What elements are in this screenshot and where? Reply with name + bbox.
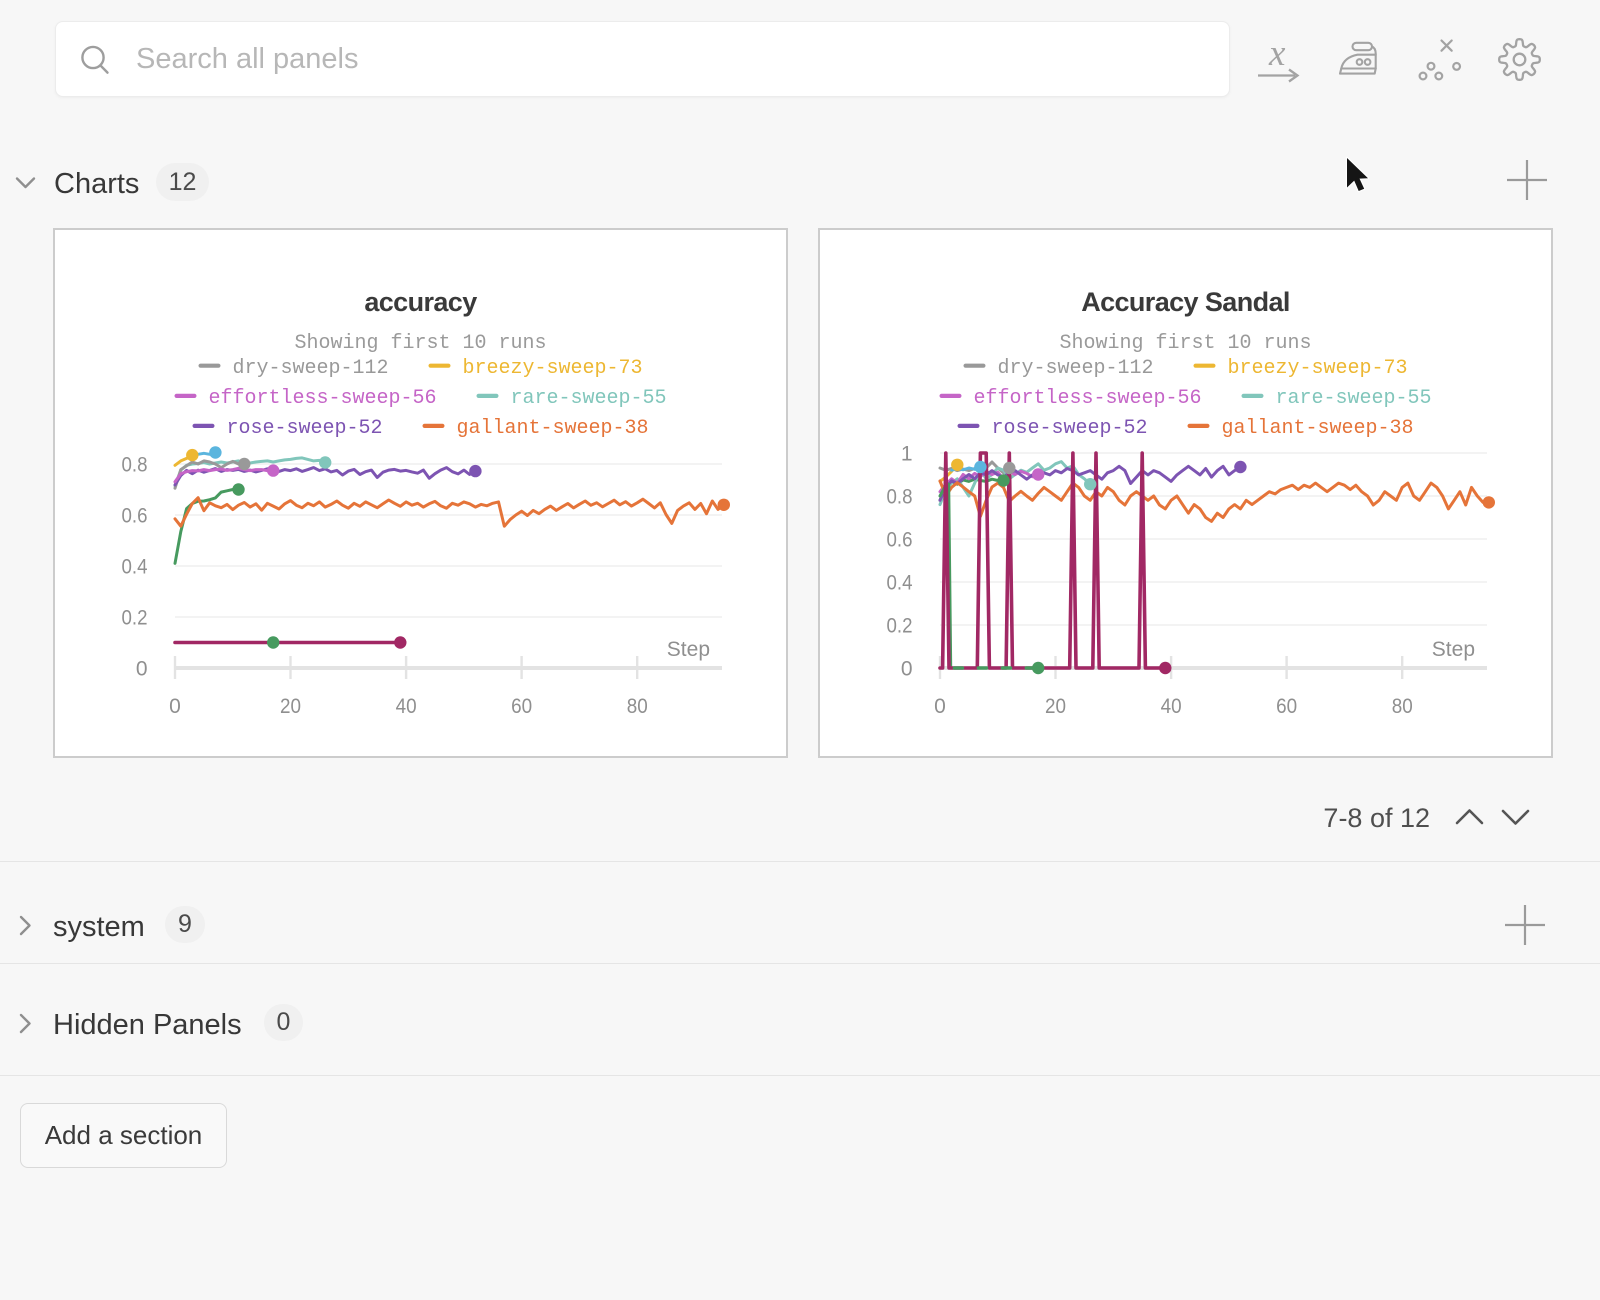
svg-text:gallant-sweep-38: gallant-sweep-38	[457, 417, 649, 440]
svg-text:Showing first 10 runs: Showing first 10 runs	[1059, 332, 1311, 355]
svg-text:x: x	[1268, 33, 1286, 74]
svg-text:0: 0	[901, 657, 913, 680]
svg-text:0.2: 0.2	[122, 606, 148, 629]
svg-text:accuracy: accuracy	[364, 287, 477, 317]
svg-text:20: 20	[280, 695, 301, 718]
svg-text:20: 20	[1045, 695, 1066, 718]
svg-text:Step: Step	[667, 638, 710, 661]
svg-text:40: 40	[1161, 695, 1182, 718]
svg-text:gallant-sweep-38: gallant-sweep-38	[1222, 417, 1414, 440]
svg-text:0.6: 0.6	[122, 504, 148, 527]
svg-text:0.8: 0.8	[122, 453, 148, 476]
svg-text:rare-sweep-55: rare-sweep-55	[511, 387, 667, 410]
svg-text:0.4: 0.4	[887, 571, 913, 594]
svg-text:0: 0	[934, 695, 946, 718]
svg-text:Step: Step	[1432, 638, 1475, 661]
svg-text:breezy-sweep-73: breezy-sweep-73	[1228, 357, 1408, 380]
svg-text:effortless-sweep-56: effortless-sweep-56	[974, 387, 1202, 410]
svg-text:60: 60	[1276, 695, 1297, 718]
svg-text:60: 60	[511, 695, 532, 718]
svg-text:Accuracy Sandal: Accuracy Sandal	[1081, 287, 1290, 317]
svg-text:0.2: 0.2	[887, 614, 913, 637]
svg-text:Showing first 10 runs: Showing first 10 runs	[294, 332, 546, 355]
svg-text:0.8: 0.8	[887, 485, 913, 508]
svg-text:breezy-sweep-73: breezy-sweep-73	[463, 357, 643, 380]
svg-text:rose-sweep-52: rose-sweep-52	[992, 417, 1148, 440]
svg-text:0: 0	[136, 657, 148, 680]
svg-text:1: 1	[901, 442, 913, 465]
svg-text:effortless-sweep-56: effortless-sweep-56	[209, 387, 437, 410]
svg-text:0.6: 0.6	[887, 528, 913, 551]
svg-text:80: 80	[627, 695, 648, 718]
svg-text:0: 0	[169, 695, 181, 718]
svg-text:rare-sweep-55: rare-sweep-55	[1276, 387, 1432, 410]
svg-text:dry-sweep-112: dry-sweep-112	[233, 357, 389, 380]
svg-text:dry-sweep-112: dry-sweep-112	[998, 357, 1154, 380]
svg-text:0.4: 0.4	[122, 555, 148, 578]
svg-text:40: 40	[396, 695, 417, 718]
svg-text:rose-sweep-52: rose-sweep-52	[227, 417, 383, 440]
svg-text:80: 80	[1392, 695, 1413, 718]
